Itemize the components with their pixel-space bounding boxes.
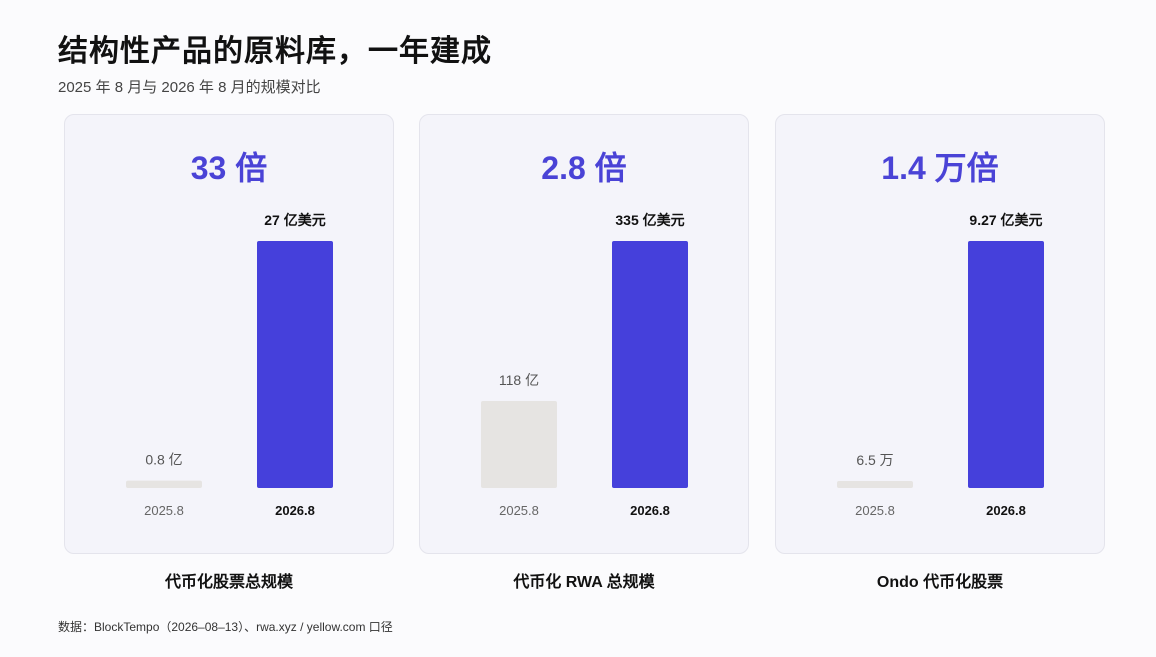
bar-value-label: 9.27 亿美元 bbox=[969, 212, 1042, 228]
chart-panel-ondo-stocks bbox=[775, 114, 1105, 554]
x-tick-label: 2026.8 bbox=[986, 503, 1026, 518]
x-tick-label: 2025.8 bbox=[144, 503, 184, 518]
multiplier-label: 33 倍 bbox=[190, 150, 268, 186]
bar-2025.8 bbox=[837, 481, 913, 488]
panel-caption: 代币化股票总规模 bbox=[164, 574, 293, 591]
x-tick-label: 2025.8 bbox=[499, 503, 539, 518]
bar-value-label: 0.8 亿 bbox=[145, 452, 182, 468]
page-title: 结构性产品的原料库，一年建成 bbox=[58, 35, 492, 68]
panel-caption: Ondo 代币化股票 bbox=[876, 574, 1004, 591]
bar-2025.8 bbox=[481, 400, 557, 488]
page-subtitle: 2025 年 8 月与 2026 年 8 月的规模对比 bbox=[58, 79, 321, 96]
x-tick-label: 2026.8 bbox=[275, 503, 315, 518]
source-note: 数据：BlockTempo（2026–08–13）、rwa.xyz / yell… bbox=[58, 620, 393, 634]
chart-panel-tokenized-rwa bbox=[419, 114, 749, 554]
bar-2026.8 bbox=[612, 241, 688, 488]
bar-value-label: 27 亿美元 bbox=[264, 212, 325, 228]
bar-2026.8 bbox=[257, 241, 333, 488]
bar-value-label: 118 亿 bbox=[499, 372, 539, 388]
bar-2025.8 bbox=[126, 480, 202, 488]
chart-panel-tokenized-stocks bbox=[64, 114, 394, 554]
bar-value-label: 6.5 万 bbox=[856, 452, 893, 468]
panel-caption: 代币化 RWA 总规模 bbox=[513, 574, 655, 591]
x-tick-label: 2026.8 bbox=[630, 503, 670, 518]
x-tick-label: 2025.8 bbox=[855, 503, 895, 518]
bar-value-label: 335 亿美元 bbox=[615, 212, 684, 228]
multiplier-label: 1.4 万倍 bbox=[881, 150, 999, 186]
bar-2026.8 bbox=[968, 241, 1044, 488]
multiplier-label: 2.8 倍 bbox=[541, 150, 627, 186]
